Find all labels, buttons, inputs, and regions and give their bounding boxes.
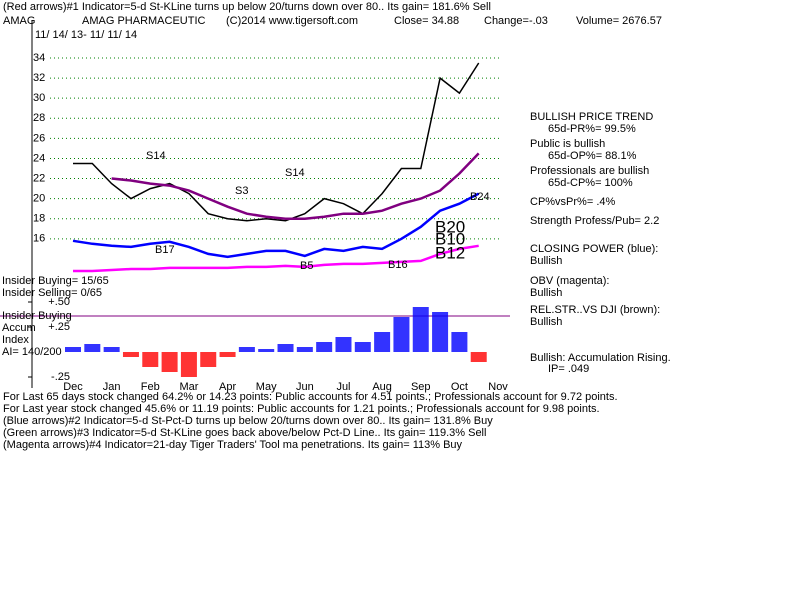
y-tick-label: 28 [33,112,45,124]
accum-bar [412,307,429,352]
left-note: Insider Selling= 0/65 [2,287,102,299]
x-tick-label: Nov [488,381,508,393]
accum-bar [200,352,217,367]
accum-bar [393,317,410,352]
signal-label: B16 [388,259,408,271]
accum-bar [238,347,255,352]
x-tick-label: Apr [219,381,236,393]
y-tick-label: 16 [33,233,45,245]
header-company: AMAG PHARMACEUTIC [82,15,206,27]
x-tick-label: Oct [451,381,468,393]
accum-bar [122,352,139,357]
y-tick-label: 22 [33,172,45,184]
accum-bar [374,332,391,352]
side-note: IP= .049 [548,363,589,375]
signal-label: B24 [470,191,490,203]
x-tick-label: Mar [179,381,198,393]
left-note: Insider Buying= 15/65 [2,275,109,287]
signal-label: B10 [435,229,465,248]
footer-line: For Last year stock changed 45.6% or 11.… [3,403,600,415]
side-note: Bullish [530,316,562,328]
y-tick-label: 30 [33,92,45,104]
side-note: Bullish [530,255,562,267]
left-note: Accum [2,322,36,334]
y-tick-label: 26 [33,132,45,144]
left-note: Insider Buying [2,310,72,322]
side-note: Bullish [530,287,562,299]
signal-label: B17 [155,244,175,256]
accum-bar [84,344,101,352]
side-note: Professionals are bullish [530,165,649,177]
series-line [72,192,480,259]
accum-bar [354,342,371,352]
header-copyright: (C)2014 www.tigersoft.com [226,15,358,27]
side-note: Strength Profess/Pub= 2.2 [530,215,659,227]
side-note: REL.STR..VS DJI (brown): [530,304,660,316]
accum-bar [258,349,275,352]
signal-label: S14 [146,150,166,162]
header-volume: Volume= 2676.57 [576,15,662,27]
accum-bar [277,344,294,352]
side-note: BULLISH PRICE TREND [530,111,653,123]
accum-bar [451,332,468,352]
signal-label: S3 [235,185,248,197]
footer-line: (Magenta arrows)#4 Indicator=21-day Tige… [3,439,463,451]
side-note: Bullish: Accumulation Rising. [530,352,671,364]
accum-bar [432,312,449,352]
subtitle: 11/ 14/ 13- 11/ 11/ 14 [35,29,137,41]
y-tick-label: 18 [33,213,45,225]
y-tick-label: -.25 [51,371,70,383]
accum-bar [296,347,313,352]
x-tick-label: Jan [103,381,121,393]
left-note: Index [2,334,29,346]
series-line [111,152,480,220]
y-tick-label: 32 [33,72,45,84]
footer-line: For Last 65 days stock changed 64.2% or … [3,391,618,403]
accum-bar [180,352,197,377]
footer-line: (Blue arrows)#2 Indicator=5-d St-Pct-D t… [3,415,493,427]
left-note: AI= 140/200 [2,346,62,358]
x-tick-label: May [256,381,277,393]
side-note: CLOSING POWER (blue): [530,243,658,255]
header-close: Close= 34.88 [394,15,459,27]
header-ticker: AMAG [3,15,35,27]
y-tick-label: +.25 [48,321,70,333]
header-change: Change=-.03 [484,15,548,27]
x-tick-label: Dec [63,381,83,393]
side-note: CP%vsPr%= .4% [530,196,615,208]
signal-label: B5 [300,260,313,272]
accum-bar [316,342,333,352]
x-tick-label: Jul [336,381,350,393]
y-tick-label: 34 [33,52,45,64]
y-tick-label: +.50 [48,296,70,308]
x-tick-label: Feb [141,381,160,393]
x-tick-label: Sep [411,381,431,393]
accum-bar [335,337,352,352]
accum-bar [470,352,487,362]
signal-label: B12 [435,243,465,262]
series-line [73,244,479,273]
series-line [73,62,480,222]
accum-bar [103,347,120,352]
side-note: OBV (magenta): [530,275,609,287]
y-tick-label: 24 [33,152,45,164]
x-tick-label: Jun [296,381,314,393]
x-tick-label: Aug [372,381,392,393]
footer-line: (Green arrows)#3 Indicator=5-d St-KLine … [3,427,486,439]
side-note: Public is bullish [530,138,605,150]
side-note: 65d-PR%= 99.5% [548,123,636,135]
accum-bar [142,352,159,367]
side-note: 65d-OP%= 88.1% [548,150,637,162]
accum-bar [161,352,178,372]
accum-bar [65,347,81,352]
accum-bar [219,352,236,357]
side-note: 65d-CP%= 100% [548,177,633,189]
y-tick-label: 20 [33,193,45,205]
signal-label: B20 [435,217,465,236]
title: (Red arrows)#1 Indicator=5-d St-KLine tu… [3,1,491,13]
signal-label: S14 [285,167,305,179]
